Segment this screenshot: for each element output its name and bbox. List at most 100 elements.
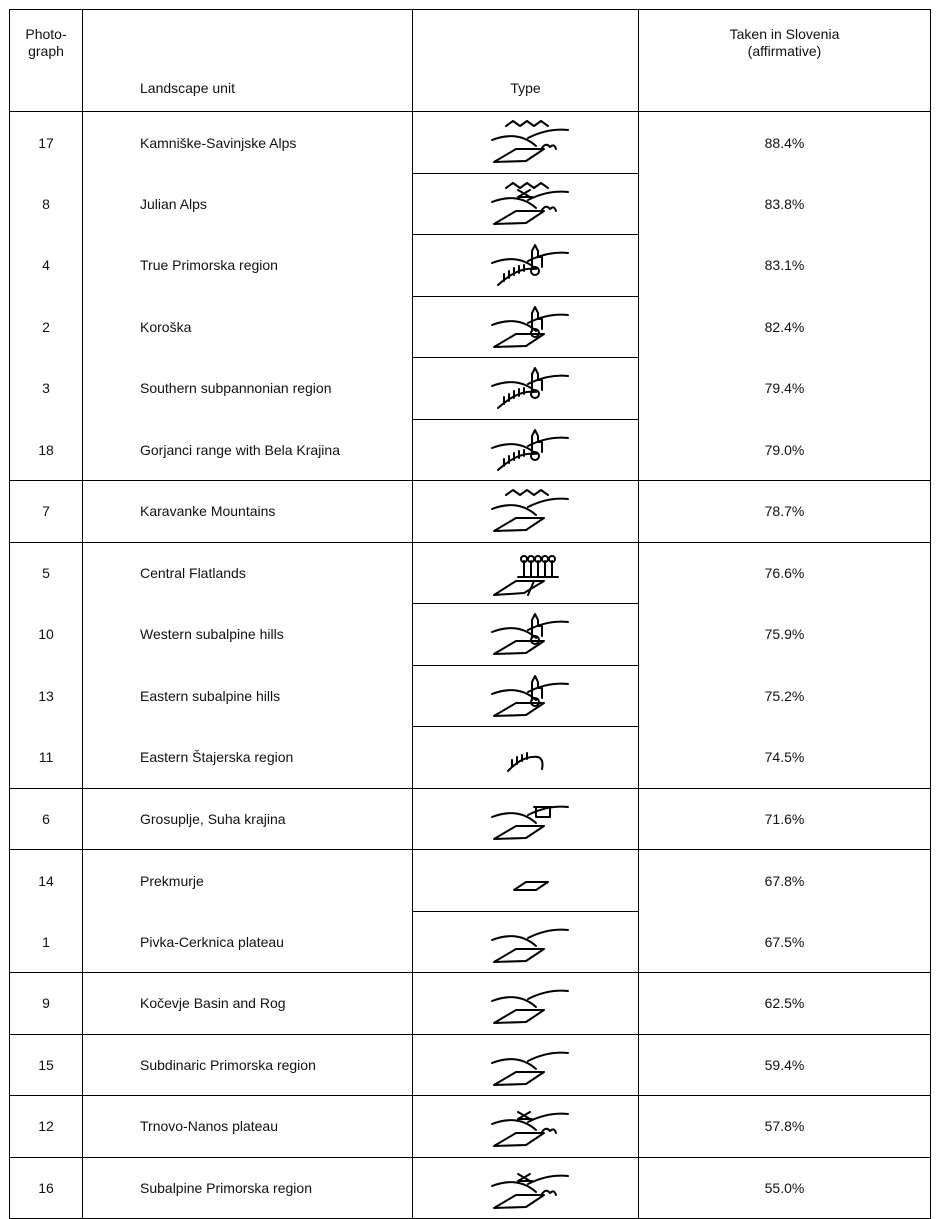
type-icon-cell [412,111,639,173]
photograph-number: 6 [9,787,83,850]
photograph-number: 14 [9,849,83,911]
photograph-number: 4 [9,234,83,296]
landscape-unit: Kamniške-Savinjske Alps [82,111,413,173]
affirmative-share: 79.0% [638,419,931,481]
landscape-unit: Koroška [82,296,413,358]
affirmative-share: 55.0% [638,1156,931,1219]
affirmative-share: 59.4% [638,1033,931,1096]
type-icon-cell [412,1033,639,1096]
type-icon-cell [412,172,639,235]
type-icon [490,428,569,471]
landscape-unit: Western subalpine hills [82,603,413,665]
type-icon [490,1172,569,1209]
type-icon-cell [412,849,639,911]
type-icon [492,554,559,596]
photograph-number: 5 [9,541,83,604]
landscape-unit: Julian Alps [82,173,413,235]
type-icon [490,244,569,287]
table-row: 14 Prekmurje 67.8% [9,849,931,911]
affirmative-share: 83.8% [638,173,931,235]
photograph-number: 17 [9,111,83,173]
landscape-unit: Gorjanci range with Bela Krajina [82,419,413,481]
affirmative-share: 83.1% [638,234,931,296]
landscape-unit: Grosuplje, Suha krajina [82,787,413,850]
photograph-number: 9 [9,972,83,1034]
type-icon [490,305,569,348]
photograph-number: 7 [9,480,83,542]
affirmative-share: 57.8% [638,1095,931,1157]
table-row: 7 Karavanke Mountains 78.7% [9,480,931,542]
table-row: 4 True Primorska region 83.1% [9,234,931,296]
landscape-unit: Kočevje Basin and Rog [82,972,413,1034]
photograph-number: 18 [9,419,83,481]
type-icon [490,181,569,225]
landscape-unit: True Primorska region [82,234,413,296]
type-icon-cell [412,357,639,419]
table-row: 2 Koroška 82.4% [9,295,931,358]
affirmative-share: 79.4% [638,357,931,419]
affirmative-share: 62.5% [638,972,931,1034]
type-icon-cell [412,234,639,296]
column-header: Landscape unit [82,9,413,112]
table-row: 8 Julian Alps 83.8% [9,172,931,235]
affirmative-share: 67.8% [638,849,931,911]
column-header: Type [412,9,639,112]
type-icon-cell [412,1095,639,1157]
type-icon-cell [412,726,639,788]
type-icon-cell [412,418,639,481]
type-icon-cell [412,787,639,850]
affirmative-share: 82.4% [638,296,931,358]
table-row: 1 Pivka-Cerknica plateau 67.5% [9,910,931,973]
photograph-number: 3 [9,357,83,419]
photograph-number: 11 [9,726,83,788]
table-row: 11 Eastern Štajerska region 74.5% [9,726,931,788]
table-row: 12 Trnovo-Nanos plateau 57.8% [9,1095,931,1157]
type-icon-cell [412,541,639,604]
table-row: 3 Southern subpannonian region 79.4% [9,357,931,419]
photograph-number: 12 [9,1095,83,1157]
type-icon-cell [412,603,639,665]
table-row: 5 Central Flatlands 76.6% [9,541,931,604]
type-icon [490,989,569,1025]
affirmative-share: 78.7% [638,480,931,542]
type-icon-cell [412,295,639,358]
type-icon [490,1111,569,1148]
landscape-unit: Eastern Štajerska region [82,726,413,788]
landscape-unit: Eastern subalpine hills [82,665,413,727]
type-icon [506,752,543,773]
column-header: Taken in Slovenia (affirmative) [638,9,931,112]
photograph-number: 15 [9,1033,83,1096]
affirmative-share: 88.4% [638,111,931,173]
photograph-number: 1 [9,911,83,973]
affirmative-share: 67.5% [638,911,931,973]
table-row: 13 Eastern subalpine hills 75.2% [9,664,931,727]
photograph-number: 8 [9,173,83,235]
table-row: 9 Kočevje Basin and Rog 62.5% [9,972,931,1034]
table-row: 6 Grosuplje, Suha krajina 71.6% [9,787,931,850]
type-icon-cell [412,480,639,542]
type-icon [490,674,569,717]
type-icon [490,1051,569,1086]
table-row: 15 Subdinaric Primorska region 59.4% [9,1033,931,1096]
landscape-unit: Southern subpannonian region [82,357,413,419]
affirmative-share: 74.5% [638,726,931,788]
affirmative-share: 76.6% [638,541,931,604]
affirmative-share: 75.2% [638,665,931,727]
type-icon-cell [412,972,639,1034]
type-icon [490,928,569,963]
type-icon [490,120,569,164]
landscape-unit: Trnovo-Nanos plateau [82,1095,413,1157]
type-icon [490,613,569,656]
column-header: Photo- graph [9,9,83,112]
landscape-unit: Central Flatlands [82,541,413,604]
table-row: 17 Kamniške-Savinjske Alps 88.4% [9,111,931,173]
type-icon-cell [412,910,639,973]
photograph-number: 2 [9,296,83,358]
photograph-number: 13 [9,665,83,727]
landscape-table: Photo- graph Landscape unit Type Taken i… [9,9,931,1219]
type-icon [512,881,549,892]
landscape-unit: Karavanke Mountains [82,480,413,542]
header-row: Photo- graph Landscape unit Type Taken i… [9,9,931,112]
